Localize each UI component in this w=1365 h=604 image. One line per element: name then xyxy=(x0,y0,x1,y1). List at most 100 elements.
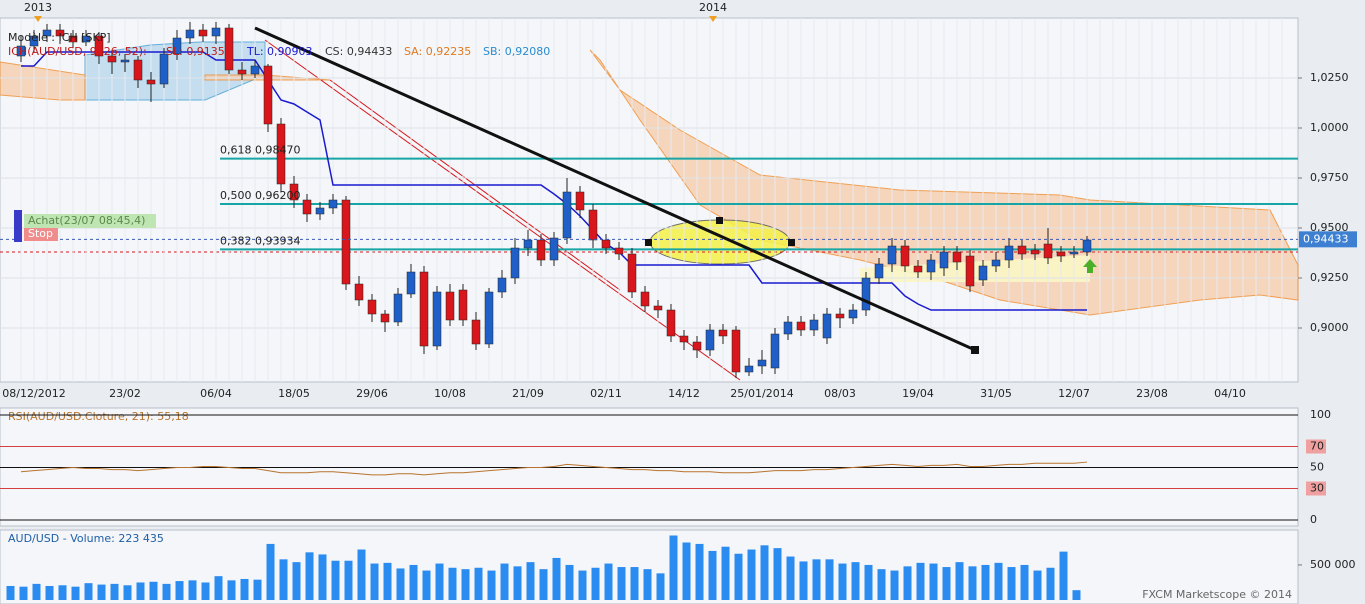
candle-body xyxy=(367,299,377,315)
candle-body xyxy=(666,309,676,337)
volume-bar xyxy=(916,562,925,600)
volume-bar xyxy=(58,585,67,600)
x-tick-label: 18/05 xyxy=(278,387,310,400)
candle-body xyxy=(159,53,169,85)
volume-bar xyxy=(1072,590,1081,600)
volume-bar xyxy=(500,563,509,600)
volume-bar xyxy=(279,559,288,600)
volume-bar xyxy=(110,583,119,600)
candle-body xyxy=(991,259,1001,267)
volume-bar xyxy=(630,567,639,600)
volume-bar xyxy=(955,562,964,600)
volume-bar xyxy=(474,567,483,600)
volume-bar xyxy=(903,566,912,600)
candle-body xyxy=(198,29,208,37)
volume-bar xyxy=(526,562,535,600)
buy-label: Achat(23/07 08:45,4) xyxy=(28,214,145,227)
buy-arrow xyxy=(1083,259,1097,273)
volume-bar xyxy=(617,567,626,600)
volume-bar xyxy=(877,569,886,600)
candle-body xyxy=(107,55,117,63)
buy-tag xyxy=(24,214,156,228)
volume-bar xyxy=(968,566,977,600)
candle-body xyxy=(679,335,689,343)
candle-body xyxy=(848,309,858,319)
candle-body xyxy=(796,321,806,331)
fib-ratio: 0,500 xyxy=(220,189,252,202)
volume-bar xyxy=(1046,567,1055,600)
candle-body xyxy=(81,35,91,43)
y-tick-label: 0,9250 xyxy=(1310,271,1349,284)
volume-bar xyxy=(695,543,704,600)
x-tick-label: 21/09 xyxy=(512,387,544,400)
volume-bar xyxy=(396,568,405,600)
volume-bar xyxy=(292,562,301,600)
candle-body xyxy=(939,251,949,269)
candle-body xyxy=(536,239,546,261)
candle-body xyxy=(276,123,286,185)
volume-bar xyxy=(19,586,28,600)
year-label: 2014 xyxy=(699,1,727,14)
volume-bar xyxy=(266,543,275,600)
candle-body xyxy=(549,237,559,261)
candle-body xyxy=(497,277,507,293)
candle-body xyxy=(978,265,988,281)
candle-body xyxy=(1030,249,1040,255)
volume-bar xyxy=(461,569,470,600)
volume-bar xyxy=(760,545,769,600)
volume-bar xyxy=(435,563,444,600)
candle-body xyxy=(42,29,52,37)
candle-body xyxy=(302,199,312,215)
candle-body xyxy=(731,329,741,373)
volume-bar xyxy=(981,564,990,600)
fib-ratio: 0,618 xyxy=(220,144,252,157)
candle-body xyxy=(705,329,715,351)
volume-bar xyxy=(591,567,600,600)
volume-bar xyxy=(201,582,210,600)
volume-bar xyxy=(123,585,132,600)
credit: FXCM Marketscope © 2014 xyxy=(1142,588,1292,601)
ellipse-handle xyxy=(788,239,795,246)
candle-body xyxy=(614,247,624,255)
volume-bar xyxy=(331,560,340,600)
candle-body xyxy=(1043,243,1053,259)
candle-body xyxy=(380,313,390,323)
ich-sb: SB: 0,92080 xyxy=(483,45,550,58)
volume-bar xyxy=(370,563,379,600)
volume-bar xyxy=(539,569,548,600)
candle-body xyxy=(419,271,429,347)
volume-bar xyxy=(227,580,236,600)
candle-body xyxy=(1056,251,1066,257)
volume-bar xyxy=(734,553,743,600)
trendline xyxy=(254,26,976,352)
candle-body xyxy=(328,199,338,209)
order-marker xyxy=(14,210,22,242)
candle-body xyxy=(523,239,533,249)
candle-body xyxy=(1017,245,1027,255)
candle-body xyxy=(289,183,299,201)
volume-bar xyxy=(864,564,873,600)
volume-bar xyxy=(942,567,951,600)
candle-body xyxy=(68,35,78,43)
volume-bar xyxy=(45,585,54,600)
volume-bar xyxy=(487,570,496,600)
candle-body xyxy=(926,259,936,273)
volume-bar xyxy=(825,559,834,600)
volume-bar xyxy=(656,573,665,600)
candle-body xyxy=(861,277,871,311)
trendline-handle xyxy=(971,346,979,354)
candle-body xyxy=(757,359,767,367)
volume-bar xyxy=(890,570,899,600)
volume-bar xyxy=(851,562,860,600)
volume-bar xyxy=(773,548,782,600)
volume-bar xyxy=(682,542,691,600)
x-tick-label: 25/01/2014 xyxy=(730,387,793,400)
x-tick-label: 29/06 xyxy=(356,387,388,400)
volume-bar xyxy=(448,567,457,600)
volume-bar xyxy=(1007,567,1016,600)
fib-price: 0,93934 xyxy=(255,234,301,247)
volume-bar xyxy=(253,579,262,600)
year-label: 2013 xyxy=(24,1,52,14)
candle-body xyxy=(445,291,455,321)
